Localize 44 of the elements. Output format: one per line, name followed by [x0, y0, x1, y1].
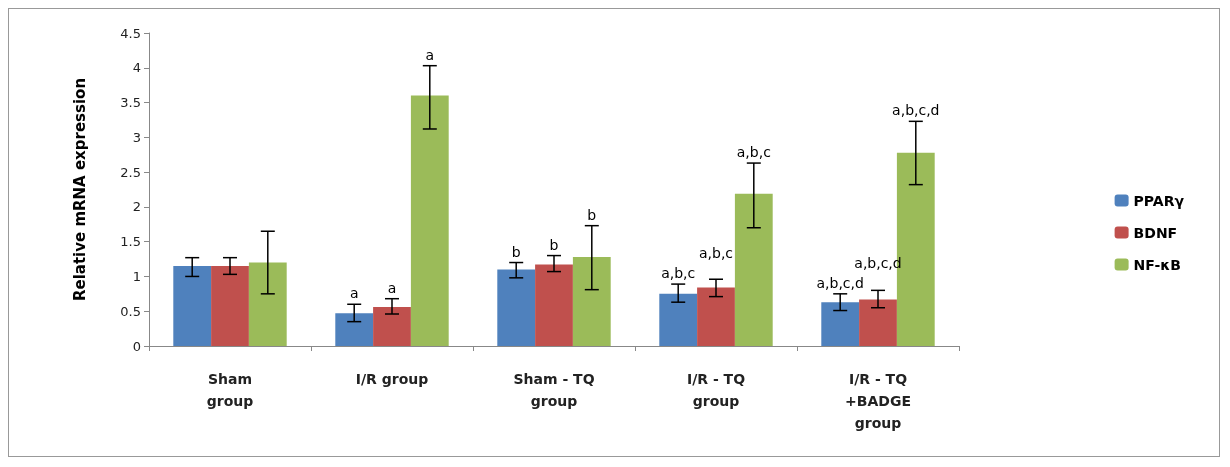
data-label: a	[349, 285, 359, 302]
legend-label: NF-κB	[1133, 256, 1181, 273]
data-label: a,b,c,d	[892, 102, 940, 119]
y-tick-label: 2.5	[120, 164, 141, 180]
bar	[859, 299, 897, 346]
y-tick-label: 1.5	[120, 234, 141, 250]
bar	[410, 95, 449, 346]
data-label: a	[425, 46, 435, 63]
bar	[697, 287, 735, 346]
bar	[734, 193, 773, 346]
legend-label: PPARγ	[1133, 192, 1185, 209]
bar	[373, 307, 411, 346]
bar	[572, 256, 611, 346]
bar	[335, 313, 374, 346]
y-tick-label: 3	[132, 129, 141, 145]
data-label: b	[587, 206, 597, 223]
x-tick-label: Sham - TQ group	[513, 371, 595, 409]
bar	[659, 293, 698, 346]
y-tick-label: 2	[132, 199, 141, 215]
y-tick-label: 4	[132, 60, 141, 76]
x-tick-label: I/R group	[355, 371, 429, 387]
data-label: a,b,c,d	[816, 274, 864, 291]
bar	[497, 269, 536, 346]
y-tick-label: 4.5	[120, 25, 141, 41]
y-tick-label: 0	[132, 338, 141, 354]
x-tick-label: Sham group	[206, 371, 254, 409]
legend-label: BDNF	[1133, 224, 1178, 241]
y-tick-label: 3.5	[120, 95, 141, 111]
x-tick-label: I/R - TQ +BADGE group	[845, 371, 911, 431]
data-label: a,b,c	[698, 245, 734, 262]
data-label: a	[387, 279, 397, 296]
data-label: a,b,c	[661, 265, 696, 282]
data-label: b	[511, 243, 521, 260]
y-tick-label: 0.5	[120, 303, 141, 319]
x-tick-label: I/R - TQ group	[686, 371, 746, 409]
bar	[211, 266, 249, 346]
y-axis-title: Relative mRNA expression	[70, 77, 89, 302]
bar	[821, 302, 860, 346]
y-tick-label: 1	[132, 268, 141, 284]
bar	[535, 264, 573, 346]
bar	[173, 266, 212, 346]
data-label: a,b,c	[736, 144, 771, 161]
bar	[248, 262, 287, 346]
data-label: b	[549, 236, 559, 253]
